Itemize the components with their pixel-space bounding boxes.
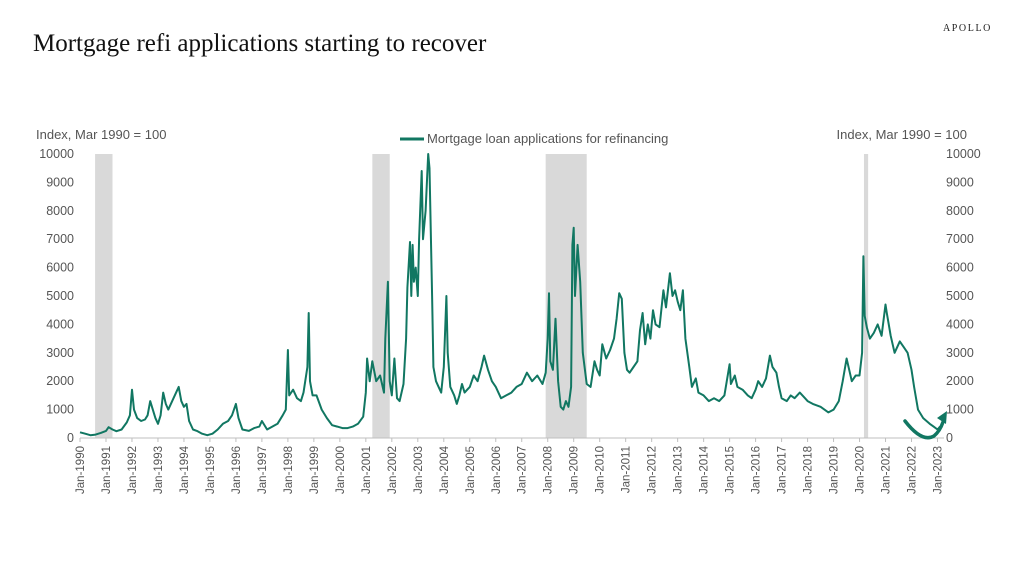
- x-tick-label: Jan-2021: [881, 446, 893, 494]
- y-axis-left: 0 1000 2000 3000 4000 5000 6000 7000 8000 9000 100…: [39, 147, 74, 445]
- x-tick-label: Jan-1999: [309, 446, 321, 494]
- y-tick-label-left: 3000: [46, 346, 74, 360]
- x-tick-label: Jan-2015: [725, 446, 737, 494]
- series-line-refinancing: [79, 153, 941, 437]
- x-tick-label: Jan-2012: [647, 446, 659, 494]
- recovery-arrow-head: [937, 411, 947, 424]
- x-tick-label: Jan-1998: [283, 446, 295, 494]
- x-tick-label: Jan-2022: [907, 446, 919, 494]
- x-tick-label: Jan-2016: [751, 446, 763, 494]
- y-tick-label-right: 9000: [946, 175, 974, 189]
- x-tick-label: Jan-1996: [231, 446, 243, 494]
- x-tick-label: Jan-1993: [153, 446, 165, 494]
- x-tick-label: Jan-1991: [101, 446, 113, 494]
- legend: Mortgage loan applications for refinanci…: [400, 131, 668, 146]
- x-tick-label: Jan-2006: [491, 446, 503, 494]
- y-tick-label-left: 2000: [46, 374, 74, 388]
- recession-band: [95, 154, 113, 438]
- brand-logo: APOLLO: [942, 23, 992, 34]
- x-tick-label: Jan-1994: [179, 445, 191, 494]
- y-tick-label-left: 4000: [46, 317, 74, 331]
- y-tick-label-left: 10000: [39, 147, 74, 161]
- x-tick-label: Jan-2005: [465, 446, 477, 494]
- x-tick-label: Jan-2007: [517, 446, 529, 494]
- x-tick-label: Jan-2013: [673, 446, 685, 494]
- x-axis: Jan-1990 Jan-1991 Jan-1992 Jan-1993 Jan-1994…: [75, 438, 945, 494]
- x-tick-label: Jan-2011: [621, 446, 633, 493]
- y-tick-label-right: 5000: [946, 289, 974, 303]
- x-tick-label: Jan-2014: [699, 445, 711, 494]
- x-tick-label: Jan-1992: [127, 446, 139, 494]
- y-tick-label-left: 1000: [46, 403, 74, 417]
- y-axis-right-title: Index, Mar 1990 = 100: [837, 127, 967, 142]
- legend-label: Mortgage loan applications for refinanci…: [427, 131, 668, 146]
- recession-band: [863, 154, 869, 438]
- x-tick-label: Jan-2023: [933, 446, 945, 494]
- recovery-arrow-curve: [903, 419, 945, 440]
- y-tick-label-right: 0: [946, 431, 953, 445]
- x-tick-label: Jan-2010: [595, 446, 607, 494]
- x-tick-label: Jan-2001: [361, 446, 373, 494]
- y-tick-label-right: 3000: [946, 346, 974, 360]
- y-tick-label-left: 9000: [46, 175, 74, 189]
- y-tick-label-right: 8000: [946, 204, 974, 218]
- y-tick-label-right: 1000: [946, 403, 974, 417]
- x-tick-label: Jan-2002: [387, 446, 399, 494]
- y-tick-label-right: 10000: [946, 147, 981, 161]
- x-tick-label: Jan-1995: [205, 446, 217, 494]
- y-tick-label-right: 4000: [946, 317, 974, 331]
- y-tick-label-left: 8000: [46, 204, 74, 218]
- y-tick-label-right: 6000: [946, 261, 974, 275]
- y-axis-left-title: Index, Mar 1990 = 100: [36, 127, 166, 142]
- x-tick-label: Jan-2020: [855, 446, 867, 494]
- x-tick-label: Jan-2008: [543, 446, 555, 494]
- y-tick-label-left: 6000: [46, 261, 74, 275]
- x-tick-label: Jan-2009: [569, 446, 581, 494]
- y-tick-label-right: 7000: [946, 232, 974, 246]
- y-tick-label-left: 7000: [46, 232, 74, 246]
- x-tick-label: Jan-2000: [335, 446, 347, 494]
- x-tick-label: Jan-2004: [439, 445, 451, 494]
- x-tick-label: Jan-2019: [829, 446, 841, 494]
- x-tick-label: Jan-1990: [75, 446, 87, 494]
- y-tick-label-left: 0: [67, 431, 74, 445]
- y-tick-label-left: 5000: [46, 289, 74, 303]
- x-tick-label: Jan-2018: [803, 446, 815, 494]
- page-title: Mortgage refi applications starting to r…: [33, 30, 487, 57]
- y-axis-right: 0 1000 2000 3000 4000 5000 6000 7000 8000 9000 100…: [946, 147, 981, 445]
- x-tick-label: Jan-2017: [777, 446, 789, 494]
- x-tick-label: Jan-1997: [257, 446, 269, 494]
- recovery-arrow-annotation: [903, 411, 947, 440]
- x-tick-label: Jan-2003: [413, 446, 425, 494]
- y-tick-label-right: 2000: [946, 374, 974, 388]
